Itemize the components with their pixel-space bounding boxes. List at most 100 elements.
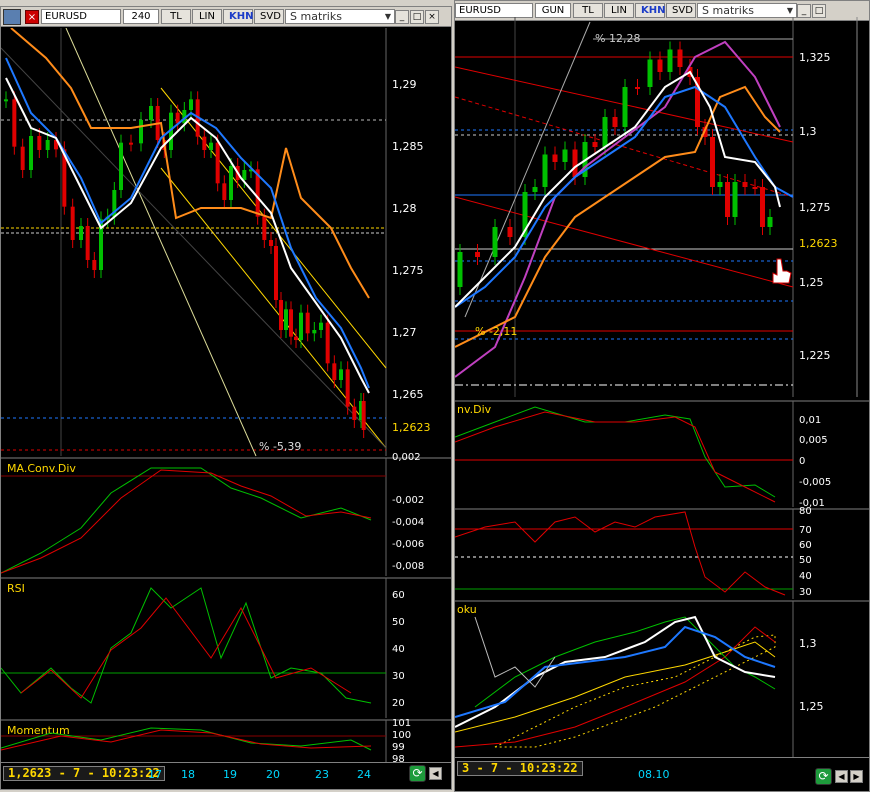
- refresh-icon[interactable]: ⟳: [409, 765, 426, 782]
- scroll-right-icon[interactable]: ▶: [850, 770, 863, 783]
- macd-line: [455, 406, 776, 498]
- matriks-selector[interactable]: S matriks ▼: [285, 9, 395, 24]
- close-window-icon[interactable]: ×: [425, 9, 439, 24]
- lin-button[interactable]: LIN: [604, 3, 634, 18]
- scroll-left-icon[interactable]: ◀: [835, 770, 848, 783]
- momentum-tick: 100: [392, 730, 411, 741]
- price-time-readout: 3 - 7 - 10:23:22: [457, 761, 583, 776]
- left-chart-area[interactable]: 1,29 1,285 1,28 1,275 1,27 1,265 1,2623 …: [1, 28, 451, 768]
- blue-ma-line: [5, 57, 370, 389]
- candle-body: [99, 219, 103, 270]
- candle-body: [4, 99, 8, 102]
- candle-body: [62, 149, 67, 207]
- date-label: 19: [223, 768, 237, 781]
- candle-body: [602, 117, 608, 147]
- refresh-icon[interactable]: ⟳: [815, 768, 832, 785]
- right-chart-area[interactable]: % 12,28 % -2,11 1,325 1,3 1,275 1,25 1,2…: [455, 17, 869, 757]
- candle-body: [760, 187, 765, 227]
- candle-body: [299, 312, 303, 340]
- macd-line: [1, 467, 372, 574]
- tl-button[interactable]: TL: [161, 9, 191, 24]
- candle-body: [222, 183, 227, 200]
- scroll-left-icon[interactable]: ◀: [429, 767, 442, 780]
- logo-text: matriks: [712, 4, 754, 17]
- blue-ma-line: [455, 85, 794, 308]
- ichimoku-tick: 1,3: [799, 637, 817, 650]
- left-candles: [4, 91, 366, 438]
- rsi-tick: 70: [799, 525, 812, 536]
- candle-body: [20, 146, 25, 170]
- rsi-tick: 40: [799, 571, 812, 582]
- macd-tick: -0,005: [799, 477, 831, 488]
- candle-body: [215, 142, 220, 184]
- left-status-bar: 1,2623 - 7 - 10:23:22 17 18 19 20 23 24 …: [1, 762, 451, 784]
- candle-body: [572, 149, 578, 177]
- macd-tick: 0: [799, 456, 805, 467]
- candle-body: [202, 136, 207, 150]
- percent-low-label: % -2,11: [475, 325, 517, 338]
- price-tick: 1,3: [799, 125, 817, 138]
- macd-title: nv.Div: [457, 403, 492, 416]
- candle-body: [289, 309, 293, 337]
- candle-body: [262, 216, 267, 240]
- restore-icon[interactable]: □: [812, 3, 826, 18]
- candle-body: [492, 227, 498, 257]
- candle-body: [552, 154, 558, 162]
- candle-body: [647, 59, 653, 87]
- svd-button[interactable]: SVD: [254, 9, 284, 24]
- candle-body: [175, 112, 180, 124]
- tl-button[interactable]: TL: [573, 3, 603, 18]
- macd-tick: 0,005: [799, 435, 828, 446]
- right-chart-window: EURUSD GUN TL LIN KHN SVD S matriks ▼ _ □: [454, 0, 870, 792]
- candle-body: [182, 110, 187, 124]
- matriks-selector[interactable]: S matriks ▼: [697, 3, 797, 18]
- svd-button[interactable]: SVD: [666, 3, 696, 18]
- close-icon[interactable]: ×: [25, 9, 39, 24]
- candle-body: [562, 149, 568, 162]
- candle-body: [767, 217, 773, 227]
- lin-button[interactable]: LIN: [192, 9, 222, 24]
- chevron-down-icon: ▼: [384, 12, 391, 21]
- macd-tick: 0,002: [392, 452, 421, 463]
- chart-icon[interactable]: [3, 8, 21, 25]
- candle-body: [149, 106, 153, 120]
- candle-body: [622, 87, 628, 127]
- rsi-tick: 30: [392, 671, 405, 682]
- price-tick: 1,225: [799, 349, 831, 362]
- rsi-tick: 60: [799, 540, 812, 551]
- minimize-icon[interactable]: _: [395, 9, 409, 24]
- percent-high-label: % 12,28: [595, 32, 640, 45]
- date-label: 18: [181, 768, 195, 781]
- candle-body: [710, 137, 715, 187]
- symbol-field[interactable]: EURUSD: [41, 9, 121, 24]
- macd-tick: -0,006: [392, 539, 424, 550]
- candle-body: [359, 401, 363, 420]
- price-tick: 1,27: [392, 326, 417, 339]
- candle-body: [532, 187, 538, 192]
- period-field[interactable]: 240: [123, 9, 159, 24]
- candle-body: [229, 166, 233, 200]
- rsi-line: [1, 587, 372, 704]
- magenta-ma-line: [455, 40, 781, 378]
- rsi-tick: 60: [392, 590, 405, 601]
- khn-button[interactable]: KHN: [223, 9, 254, 24]
- symbol-field[interactable]: EURUSD: [455, 3, 533, 18]
- date-label: 24: [357, 768, 371, 781]
- macd-signal-line: [1, 469, 372, 574]
- candle-body: [332, 363, 337, 380]
- period-field[interactable]: GUN: [535, 3, 571, 18]
- candle-body: [274, 246, 278, 300]
- price-tick: 1,265: [392, 388, 424, 401]
- rsi-tick: 80: [799, 506, 812, 517]
- restore-icon[interactable]: □: [410, 9, 424, 24]
- price-time-readout: 1,2623 - 7 - 10:23:22: [3, 766, 165, 781]
- rsi-line-red: [20, 597, 352, 699]
- candle-body: [352, 406, 357, 420]
- candle-body: [305, 312, 310, 334]
- khn-button[interactable]: KHN: [635, 3, 666, 18]
- macd-title: MA.Conv.Div: [7, 462, 76, 475]
- kijun-line: [455, 625, 776, 718]
- minimize-icon[interactable]: _: [797, 3, 811, 18]
- hand-cursor-icon: [772, 258, 792, 284]
- left-chart-window: × EURUSD 240 TL LIN KHN SVD S matriks ▼ _…: [0, 6, 452, 790]
